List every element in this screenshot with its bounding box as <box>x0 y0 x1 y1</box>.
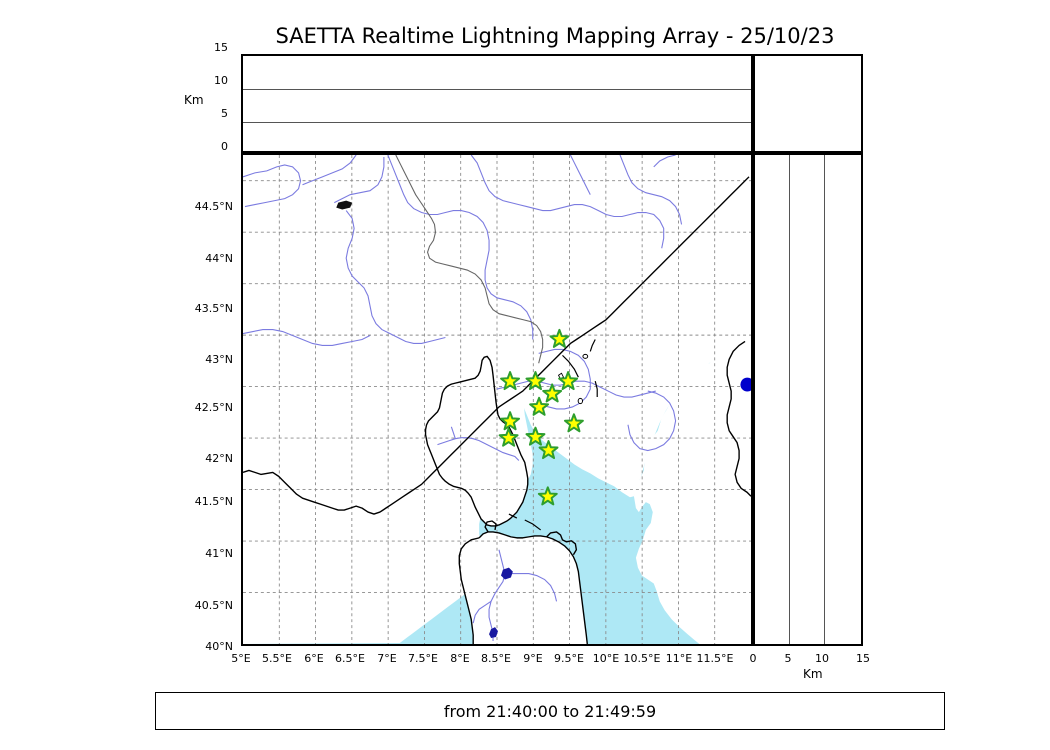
rivers <box>243 155 683 452</box>
altitude-longitude-panel[interactable] <box>241 54 753 153</box>
station-markers <box>498 328 584 506</box>
lat-tick-40: 40°N <box>205 640 233 653</box>
landmass-sardinia <box>459 531 588 644</box>
lake-sardinia-2 <box>489 627 498 639</box>
station-star-marker[interactable] <box>525 426 546 446</box>
lon-tick-7-5: 7.5°E <box>408 652 438 665</box>
map-graphic <box>243 155 751 644</box>
islet-4 <box>577 397 584 405</box>
landmass-southern-france <box>243 155 751 498</box>
lon-tick-8-5: 8.5°E <box>481 652 511 665</box>
right-km-tick-5: 5 <box>784 652 792 665</box>
alt-tick-5: 5 <box>221 107 228 120</box>
station-star-marker[interactable] <box>549 328 570 348</box>
lat-tick-44-5: 44.5°N <box>194 200 233 213</box>
lat-tick-41: 41°N <box>205 547 233 560</box>
status-bar[interactable]: from 21:40:00 to 21:49:59 <box>155 692 945 730</box>
altitude-latitude-panel[interactable] <box>753 153 863 646</box>
country-borders <box>395 155 544 364</box>
lon-tick-11: 11°E <box>665 652 693 665</box>
lat-tick-44: 44°N <box>205 252 233 265</box>
lon-tick-5: 5°E <box>231 652 251 665</box>
station-star-marker[interactable] <box>525 371 546 391</box>
time-range-label: from 21:40:00 to 21:49:59 <box>443 701 657 721</box>
lat-tick-41-5: 41.5°N <box>194 495 233 508</box>
lon-tick-10-5: 10.5°E <box>623 652 661 665</box>
corner-panel[interactable] <box>753 54 863 153</box>
station-star-marker[interactable] <box>558 371 579 391</box>
gridline-km-5 <box>789 155 790 644</box>
corsica-rivers <box>437 426 520 461</box>
right-axis-label: Km <box>803 667 823 681</box>
station-star-marker[interactable] <box>498 427 519 447</box>
altitude-axis-label: Km <box>184 93 204 107</box>
lon-tick-5-5: 5.5°E <box>262 652 292 665</box>
lat-tick-42: 42°N <box>205 452 233 465</box>
lake-france <box>336 200 353 210</box>
lon-tick-9: 9°E <box>523 652 543 665</box>
station-star-marker[interactable] <box>542 383 563 403</box>
gridline-alt-10 <box>243 89 751 90</box>
gridline-km-10 <box>824 155 825 644</box>
small-coast-features <box>508 339 598 531</box>
lon-tick-7: 7°E <box>377 652 397 665</box>
station-star-marker[interactable] <box>500 371 521 391</box>
right-km-tick-15: 15 <box>856 652 870 665</box>
station-star-marker[interactable] <box>538 440 559 460</box>
lon-tick-10: 10°E <box>592 652 620 665</box>
lon-tick-6-5: 6.5°E <box>335 652 365 665</box>
alt-tick-15: 15 <box>214 41 228 54</box>
right-km-tick-10: 10 <box>815 652 829 665</box>
lon-tick-11-5: 11.5°E <box>696 652 734 665</box>
station-star-marker[interactable] <box>529 396 550 416</box>
lat-tick-43-5: 43.5°N <box>194 302 233 315</box>
gridline-alt-5 <box>243 122 751 123</box>
islet-capraia <box>582 353 589 359</box>
flash-circle-marker[interactable] <box>740 377 751 392</box>
lon-tick-6: 6°E <box>304 652 324 665</box>
alt-tick-10: 10 <box>214 74 228 87</box>
landmass-corsica <box>425 356 528 526</box>
lon-tick-8: 8°E <box>450 652 470 665</box>
flash-markers <box>740 377 751 392</box>
station-star-marker[interactable] <box>563 413 584 433</box>
lat-tick-42-5: 42.5°N <box>194 401 233 414</box>
map-panel[interactable] <box>241 153 753 646</box>
alt-tick-0: 0 <box>221 140 228 153</box>
lake-sardinia-1 <box>500 567 513 580</box>
coastlines <box>243 176 751 644</box>
lon-tick-9-5: 9.5°E <box>554 652 584 665</box>
lat-tick-40-5: 40.5°N <box>194 599 233 612</box>
page-title: SAETTA Realtime Lightning Mapping Array … <box>275 24 835 48</box>
map-gridlines <box>243 155 751 644</box>
lat-tick-43: 43°N <box>205 353 233 366</box>
station-star-marker[interactable] <box>500 411 521 431</box>
station-star-marker[interactable] <box>537 486 558 506</box>
right-km-tick-0: 0 <box>749 652 757 665</box>
sardinia-rivers <box>472 549 558 642</box>
